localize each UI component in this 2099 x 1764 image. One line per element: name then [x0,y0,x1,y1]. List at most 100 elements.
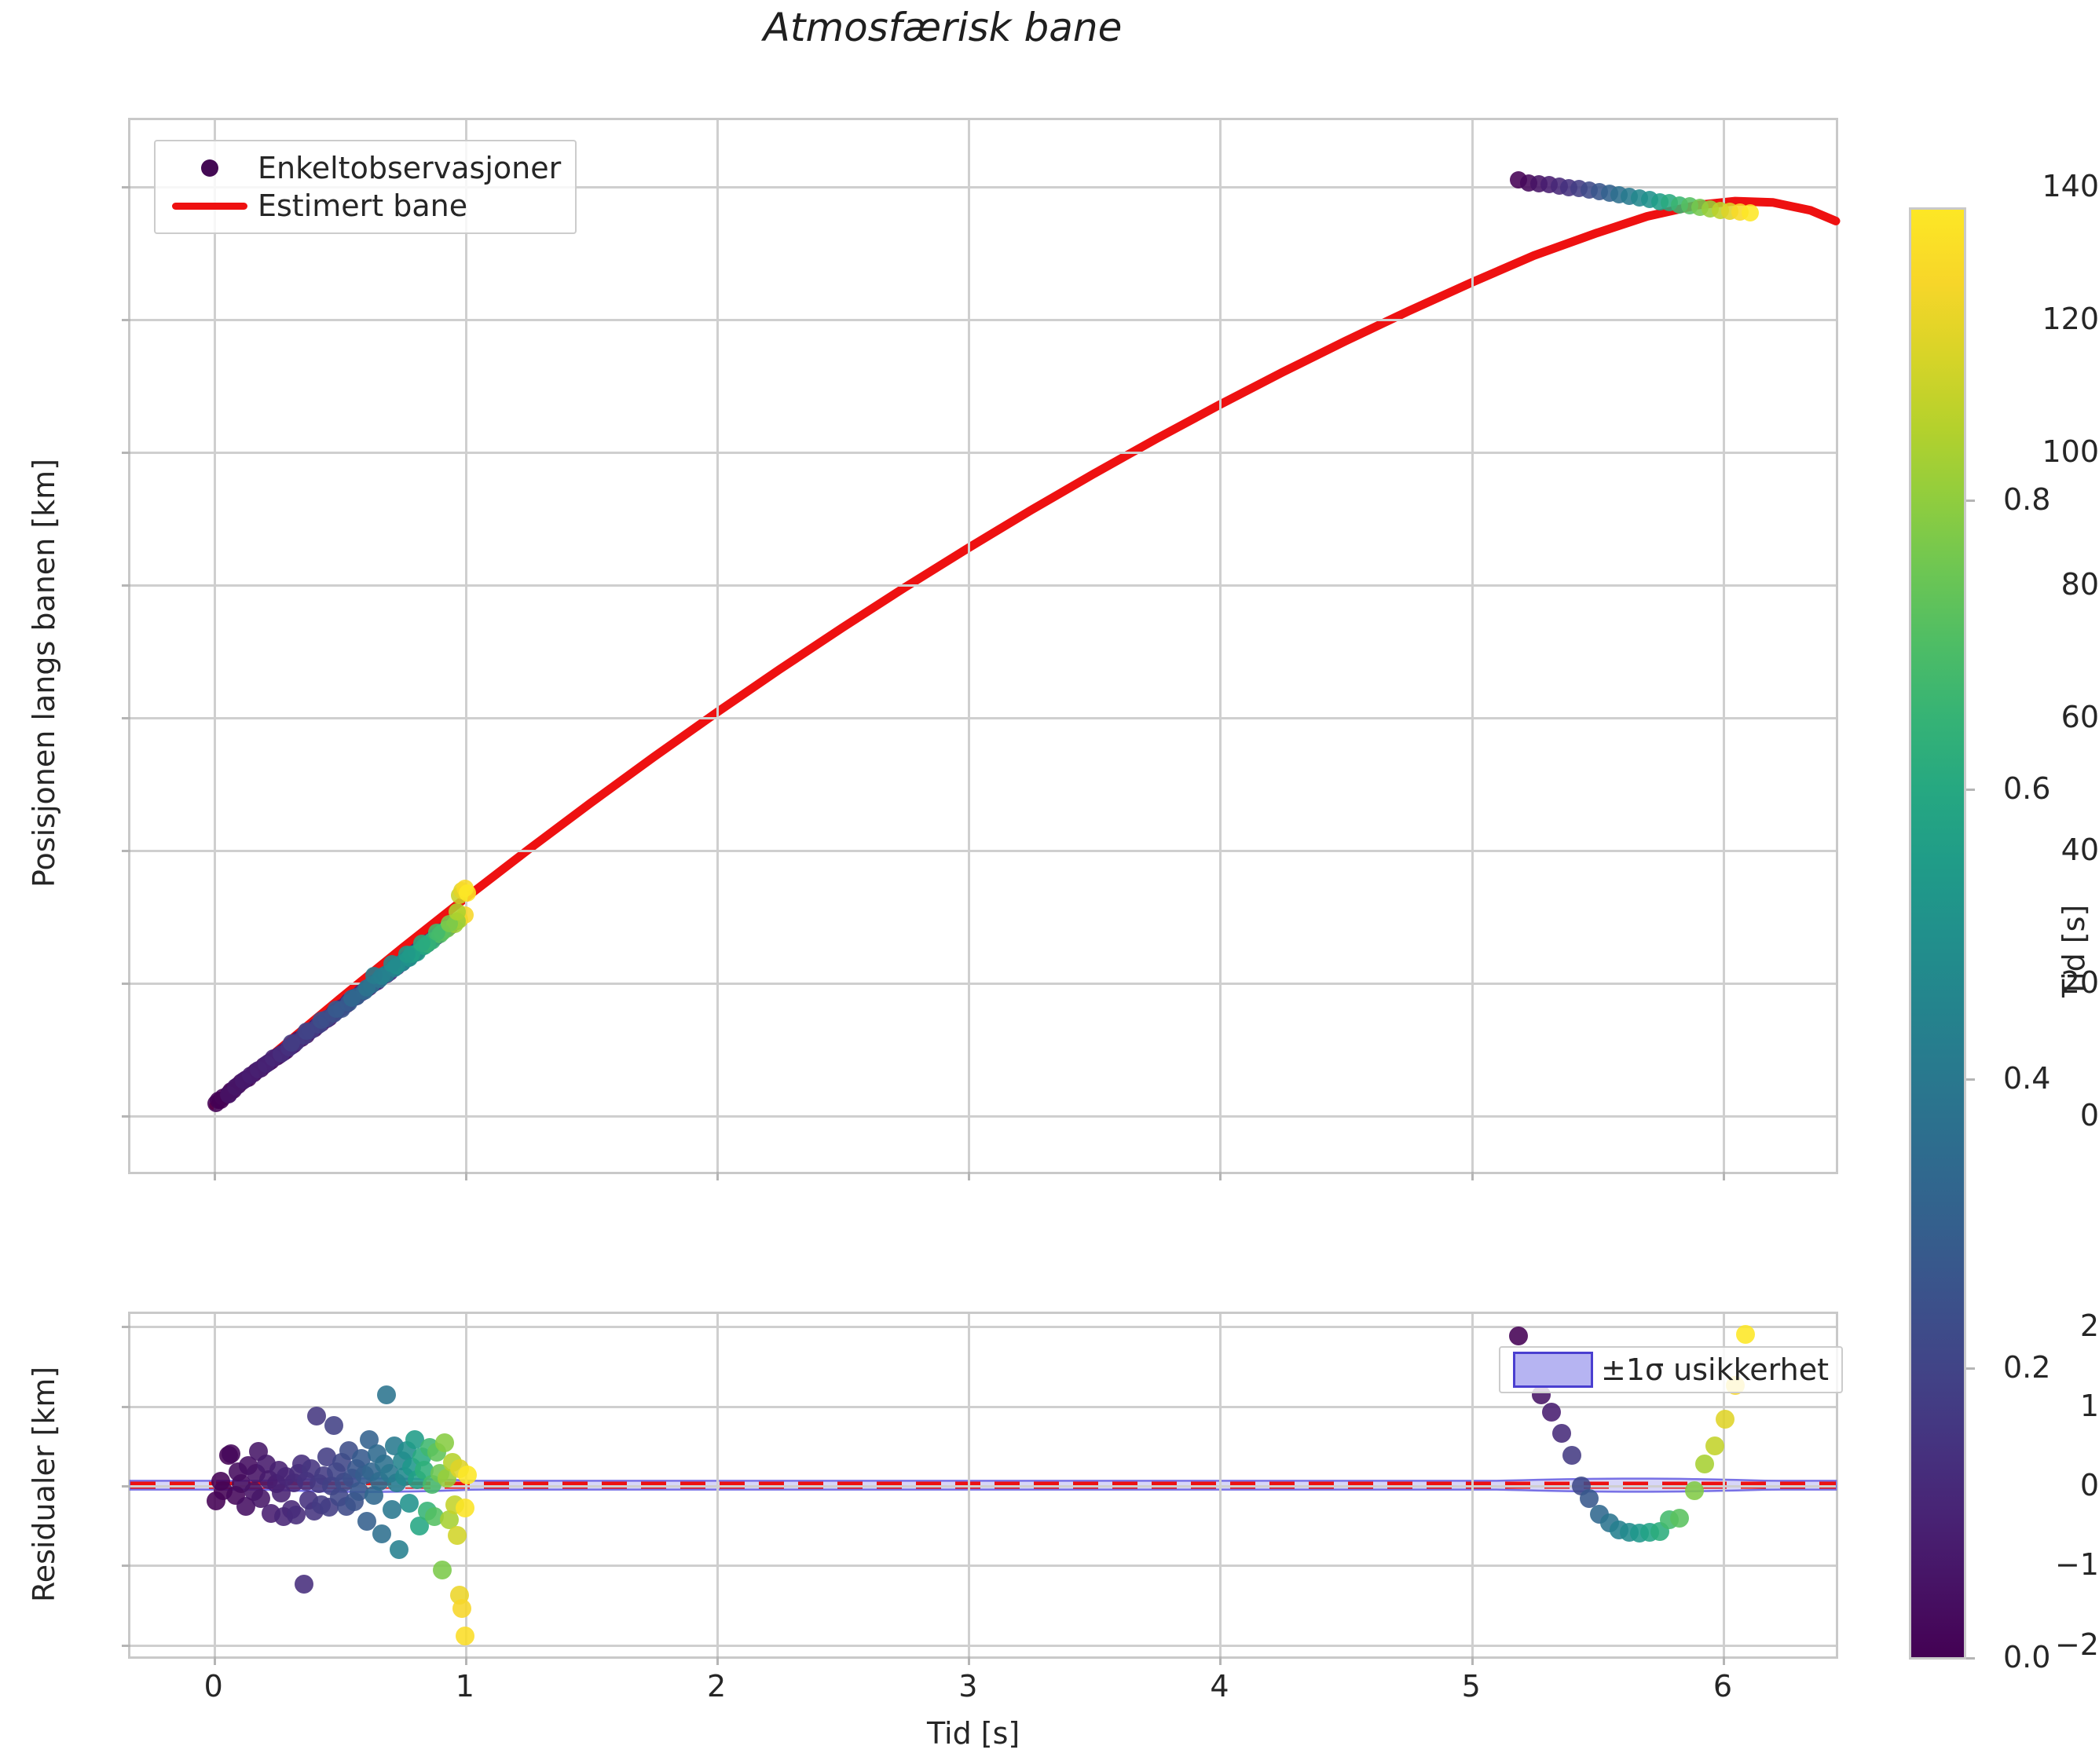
data-point [455,1626,474,1645]
residual-legend: ±1σ usikkerhet [1499,1346,1843,1393]
colorbar-tick [1966,1367,1975,1371]
x-tick [968,1172,971,1180]
x-tick [1722,1656,1725,1665]
y-tick-label: 1 [2079,1388,2099,1423]
gridline-vertical [716,1314,720,1656]
data-point [1562,1446,1581,1466]
data-point [221,1444,240,1464]
x-tick-label: 2 [706,1669,727,1704]
gridline-horizontal [130,1644,1836,1647]
data-point [1579,1489,1599,1509]
data-point [382,1500,401,1520]
gridline-horizontal [130,983,1836,986]
data-point [390,1540,409,1560]
data-point [457,1465,477,1484]
band-patch-icon [1510,1352,1596,1388]
data-point [452,1599,472,1619]
legend-item-fit: Estimert bane [167,187,561,225]
line-icon [167,202,253,210]
y-tick [122,1326,130,1329]
y-tick-label: −2 [2054,1627,2099,1662]
x-tick [1219,1656,1222,1665]
legend-label-uncertainty: ±1σ usikkerhet [1601,1352,1829,1387]
residual-plot-axes [122,1312,1838,1665]
gridline-vertical [968,1314,971,1656]
gridline-horizontal [130,1115,1836,1118]
x-tick [464,1172,467,1180]
gridline-horizontal [130,1485,1836,1488]
x-tick-label: 3 [958,1669,978,1704]
x-tick [1471,1656,1474,1665]
x-tick [1219,1172,1222,1180]
x-tick [716,1172,720,1180]
colorbar-tick-label: 0.8 [2003,481,2051,517]
colorbar-tick [1966,1657,1975,1660]
gridline-vertical [1722,1314,1725,1656]
gridline-vertical [213,120,216,1172]
data-point [343,990,361,1008]
colorbar-tick-label: 0.6 [2003,771,2051,807]
legend-item-uncertainty: ±1σ usikkerhet [1510,1352,1829,1388]
x-tick [1722,1172,1725,1180]
data-point [357,979,375,997]
y-tick [122,1565,130,1568]
gridline-vertical [1471,1314,1474,1656]
gridline-vertical [464,120,467,1172]
gridline-vertical [1219,120,1222,1172]
gridline-vertical [464,1314,467,1656]
page-title: Atmosfærisk bane [763,5,1123,50]
data-point [449,903,467,921]
main-y-axis-label: Posisjonen langs banen [km] [27,458,61,887]
y-tick [122,1405,130,1408]
gridline-vertical [1219,1314,1222,1656]
data-point [282,1034,300,1052]
gridline-horizontal [130,1565,1836,1568]
y-tick [122,319,130,322]
data-point [287,1506,306,1525]
y-tick [122,584,130,587]
y-tick-label: 2 [2079,1308,2099,1344]
colorbar-tick [1966,789,1975,792]
y-tick [122,717,130,720]
data-point [1741,203,1759,221]
colorbar-label: Tid [s] [2057,904,2091,997]
x-tick [968,1656,971,1665]
x-tick-label: 1 [455,1669,474,1704]
residual-y-axis-label: Residualer [km] [27,1366,61,1602]
data-point [383,955,401,973]
y-tick-label: 60 [2061,700,2099,735]
gridline-horizontal [130,186,1836,189]
data-point [455,1499,474,1518]
data-point [398,945,416,963]
colorbar-tick-label: 0.0 [2003,1640,2051,1674]
estimated-trajectory-curve [209,196,1841,1110]
y-tick [122,1485,130,1488]
gridline-vertical [1722,120,1725,1172]
legend-label-fit: Estimert bane [258,188,468,223]
x-tick-label: 6 [1713,1669,1732,1704]
y-tick-label: 100 [2042,434,2099,470]
x-tick [464,1656,467,1665]
y-tick-label: 140 [2042,169,2099,204]
gridline-horizontal [130,319,1836,322]
gridline-horizontal [130,1405,1836,1408]
gridline-horizontal [130,850,1836,853]
y-tick-label: 40 [2061,833,2099,868]
y-tick [122,850,130,853]
colorbar-tick-label: 0.4 [2003,1060,2051,1096]
x-tick [716,1656,720,1665]
data-point [328,1001,346,1019]
data-point [1735,1325,1755,1345]
data-point [1715,1409,1735,1429]
data-point [1509,1327,1529,1346]
data-point [294,1574,313,1594]
y-tick-label: 20 [2061,965,2099,1001]
y-tick [122,983,130,986]
y-tick [122,1644,130,1647]
data-point [377,1385,397,1405]
data-point [357,1511,376,1531]
data-point [372,1524,391,1543]
gridline-horizontal [130,452,1836,455]
main-plot-axes [122,118,1841,1180]
